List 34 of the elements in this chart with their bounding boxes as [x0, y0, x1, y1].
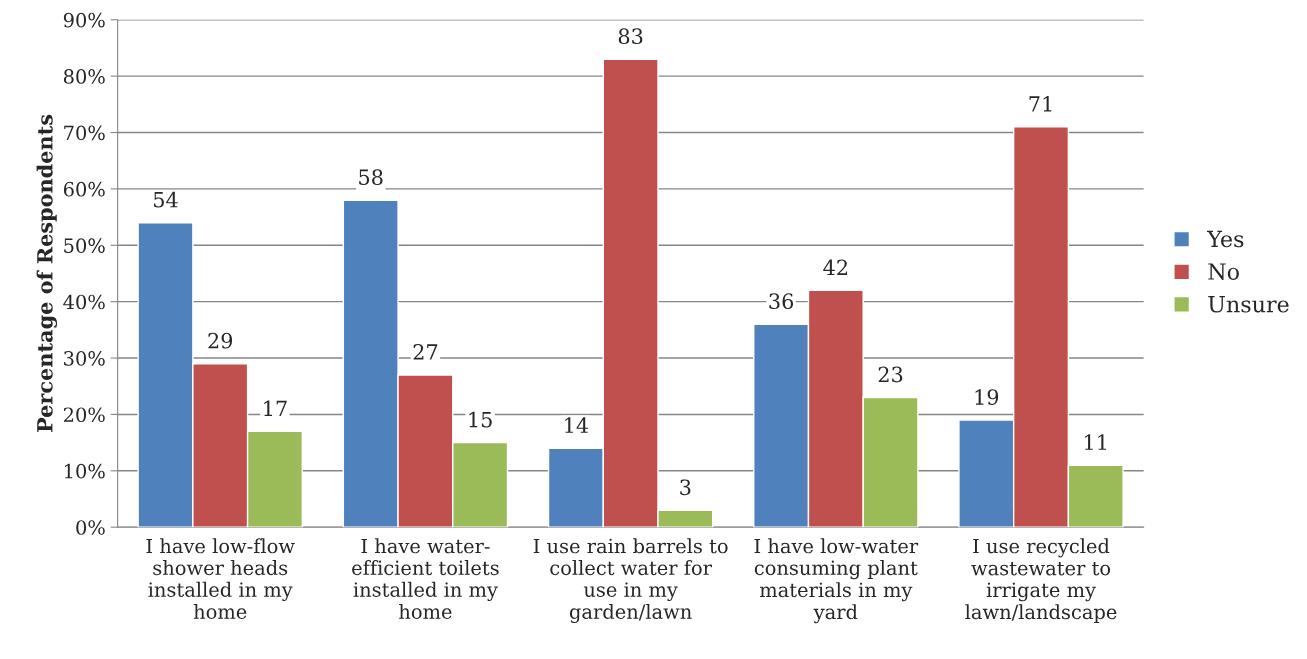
- data-label: 15: [469, 411, 492, 428]
- y-tick-label: 80%: [63, 69, 105, 84]
- legend-label: Unsure: [1208, 296, 1289, 313]
- data-label: 19: [975, 389, 999, 405]
- y-tick-label: 90%: [63, 12, 105, 28]
- data-label: 27: [413, 344, 438, 360]
- data-label: 17: [264, 400, 287, 416]
- y-tick-label: 0%: [76, 520, 105, 535]
- y-axis-title: Percentage of Respondents: [36, 114, 58, 432]
- x-tick-label: I use rain barrels to collect water for use in my garden/lawn: [533, 538, 728, 623]
- x-tick-label: I have low-flow shower heads installed in my home: [146, 538, 295, 619]
- x-tick-label: I have low-water consuming plant materials in my yard: [754, 538, 919, 624]
- data-label: 11: [1085, 434, 1107, 450]
- data-label: 36: [769, 293, 794, 310]
- x-tick-label: I use recycled wastewater to irrigate my lawn/landscape: [965, 538, 1117, 623]
- data-label: 23: [878, 366, 903, 383]
- data-label: 58: [359, 169, 383, 186]
- data-label: 14: [565, 417, 589, 433]
- y-tick-label: 10%: [64, 463, 105, 479]
- y-tick-label: 20%: [63, 407, 105, 423]
- y-tick-label: 60%: [63, 181, 105, 197]
- y-tick-label: 50%: [64, 238, 105, 253]
- y-tick-label: 30%: [64, 351, 105, 366]
- legend-label: No: [1208, 263, 1239, 280]
- data-label: 3: [680, 479, 691, 496]
- data-label: 83: [618, 28, 643, 45]
- data-label: 71: [1029, 95, 1052, 112]
- legend-label: Yes: [1206, 230, 1244, 248]
- data-label: 54: [154, 191, 178, 208]
- data-label: 42: [823, 259, 848, 275]
- y-tick-label: 40%: [63, 294, 105, 310]
- data-label: 29: [208, 332, 233, 349]
- y-tick-label: 70%: [64, 125, 105, 141]
- x-tick-label: I have water- efficient toilets installed in my home: [352, 538, 499, 619]
